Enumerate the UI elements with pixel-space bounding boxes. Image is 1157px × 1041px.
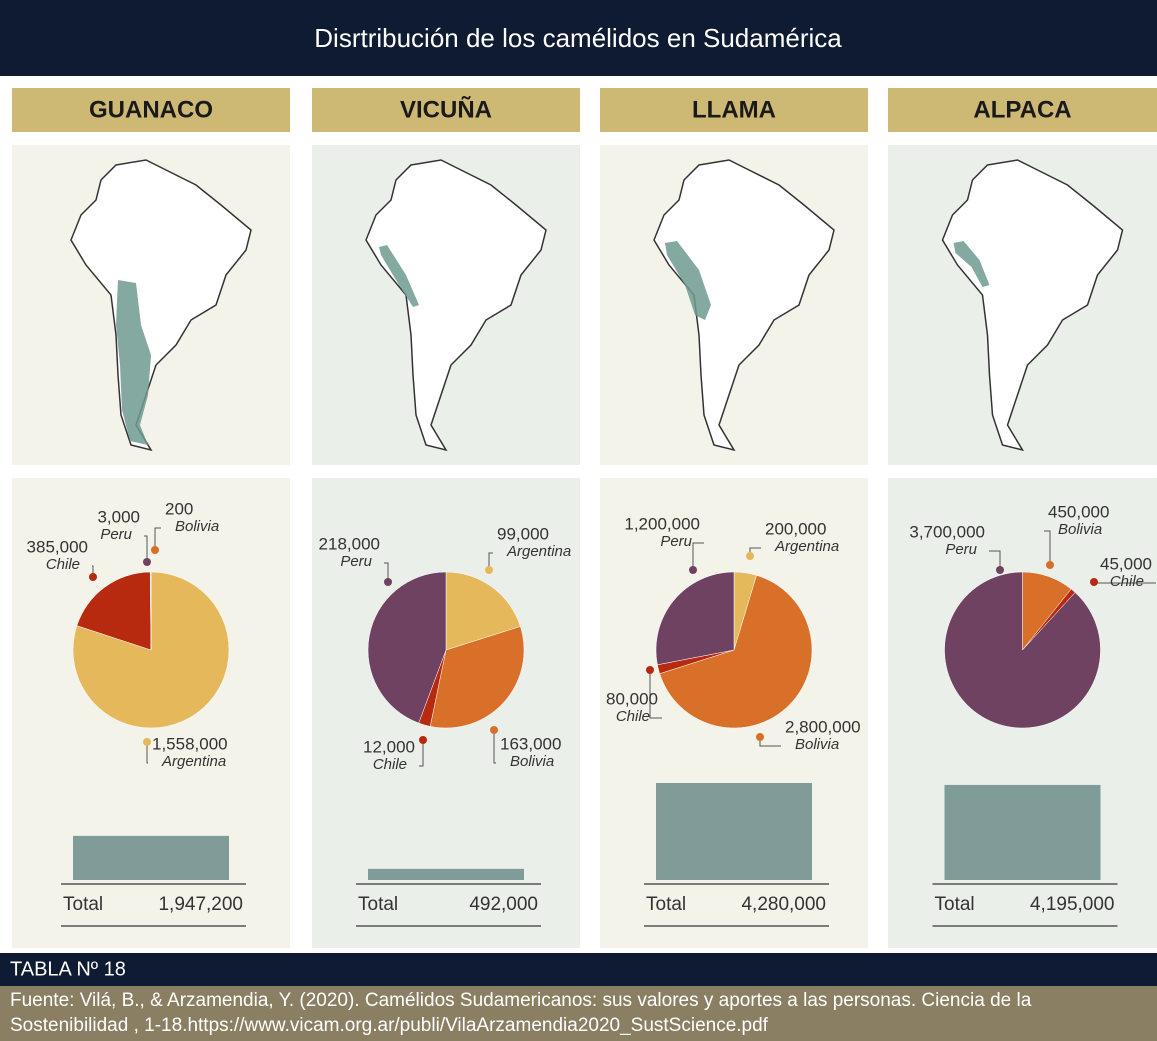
source-bar <box>0 986 1157 1041</box>
value-label: 1,558,000 <box>152 734 228 753</box>
category-label: Bolivia <box>175 518 219 535</box>
category-label: Argentina <box>161 753 226 770</box>
table-label: TABLA Nº 18 <box>10 958 126 980</box>
category-label: Bolivia <box>510 753 554 770</box>
value-label: 3,000 <box>97 507 140 526</box>
category-label: Chile <box>616 708 650 725</box>
pie-slice <box>429 626 525 729</box>
value-label: 3,700,000 <box>909 522 985 541</box>
pie-slice <box>655 571 735 666</box>
column-header <box>312 88 580 132</box>
pie-slice <box>445 571 521 651</box>
label-dot <box>384 578 392 586</box>
total-name: Total <box>358 894 398 915</box>
pie-slice <box>944 571 1101 729</box>
total-bar <box>656 783 812 880</box>
leader-line <box>1044 530 1051 565</box>
label-dot <box>746 552 754 560</box>
category-label: Chile <box>46 556 80 573</box>
column-title: GUANACO <box>89 96 213 123</box>
value-label: 1,200,000 <box>624 514 700 533</box>
category-label: Peru <box>945 541 977 558</box>
source-text: Fuente: Vilá, B., & Arzamendia, Y. (2020… <box>10 990 1032 1036</box>
total-bar <box>944 784 1101 880</box>
label-dot <box>646 666 654 674</box>
total-value: 4,280,000 <box>741 894 826 915</box>
column-title: LLAMA <box>692 96 776 123</box>
leader-line <box>144 535 148 562</box>
label-dot <box>1046 561 1054 569</box>
column-header <box>600 88 868 132</box>
value-label: 2,800,000 <box>785 717 861 736</box>
label-dot <box>689 566 697 574</box>
value-label: 385,000 <box>27 537 88 556</box>
category-label: Argentina <box>506 543 571 560</box>
category-label: Peru <box>100 526 132 543</box>
columns: GUANACO1,558,000Argentina385,000Chile3,0… <box>12 88 1157 948</box>
title-bar <box>0 0 1157 76</box>
column-header <box>888 88 1157 132</box>
column-title: ALPACA <box>973 96 1071 123</box>
label-dot <box>419 736 427 744</box>
label-dot <box>143 558 151 566</box>
leader-line <box>989 550 1001 570</box>
label-dot <box>490 726 498 734</box>
label-dot <box>143 738 151 746</box>
total-name: Total <box>935 894 975 915</box>
category-label: Chile <box>373 756 407 773</box>
value-label: 45,000 <box>1100 554 1152 573</box>
value-label: 218,000 <box>319 534 380 553</box>
column-header <box>12 88 290 132</box>
value-label: 80,000 <box>606 689 658 708</box>
total-value: 492,000 <box>469 894 538 915</box>
footer-bar <box>0 953 1157 986</box>
leader-line <box>419 740 424 767</box>
label-dot <box>151 546 159 554</box>
label-dot <box>756 733 764 741</box>
total-value: 4,195,000 <box>1030 894 1115 915</box>
pie-slice <box>76 571 152 651</box>
column-title: VICUÑA <box>400 95 492 123</box>
value-label: 163,000 <box>500 734 561 753</box>
value-label: 450,000 <box>1048 502 1109 521</box>
category-label: Bolivia <box>795 736 839 753</box>
leader-line <box>649 670 662 719</box>
leader-line <box>154 527 161 550</box>
label-dot <box>1090 578 1098 586</box>
total-bar <box>73 835 229 880</box>
category-label: Bolivia <box>1058 521 1102 538</box>
value-label: 99,000 <box>497 524 549 543</box>
pie-slice <box>659 575 813 729</box>
range <box>116 280 151 445</box>
leader-line <box>692 542 704 570</box>
label-dot <box>485 566 493 574</box>
range <box>953 241 990 287</box>
leader-line <box>146 742 148 764</box>
leader-line <box>488 552 493 570</box>
total-name: Total <box>63 894 103 915</box>
label-dot <box>996 566 1004 574</box>
total-value: 1,947,200 <box>158 894 243 915</box>
total-name: Total <box>646 894 686 915</box>
value-label: 200,000 <box>765 519 826 538</box>
label-dot <box>89 573 97 581</box>
leader-line <box>384 562 389 582</box>
category-label: Peru <box>340 553 372 570</box>
category-label: Argentina <box>774 538 839 555</box>
title: Disrtribución de los camélidos en Sudamé… <box>314 23 842 53</box>
category-label: Peru <box>660 533 692 550</box>
value-label: 200 <box>165 499 193 518</box>
total-bar <box>368 868 524 880</box>
leader-line <box>493 730 496 764</box>
pie-slice <box>367 571 447 724</box>
range <box>379 245 419 307</box>
category-label: Chile <box>1110 573 1144 590</box>
range <box>665 241 711 320</box>
value-label: 12,000 <box>363 737 415 756</box>
